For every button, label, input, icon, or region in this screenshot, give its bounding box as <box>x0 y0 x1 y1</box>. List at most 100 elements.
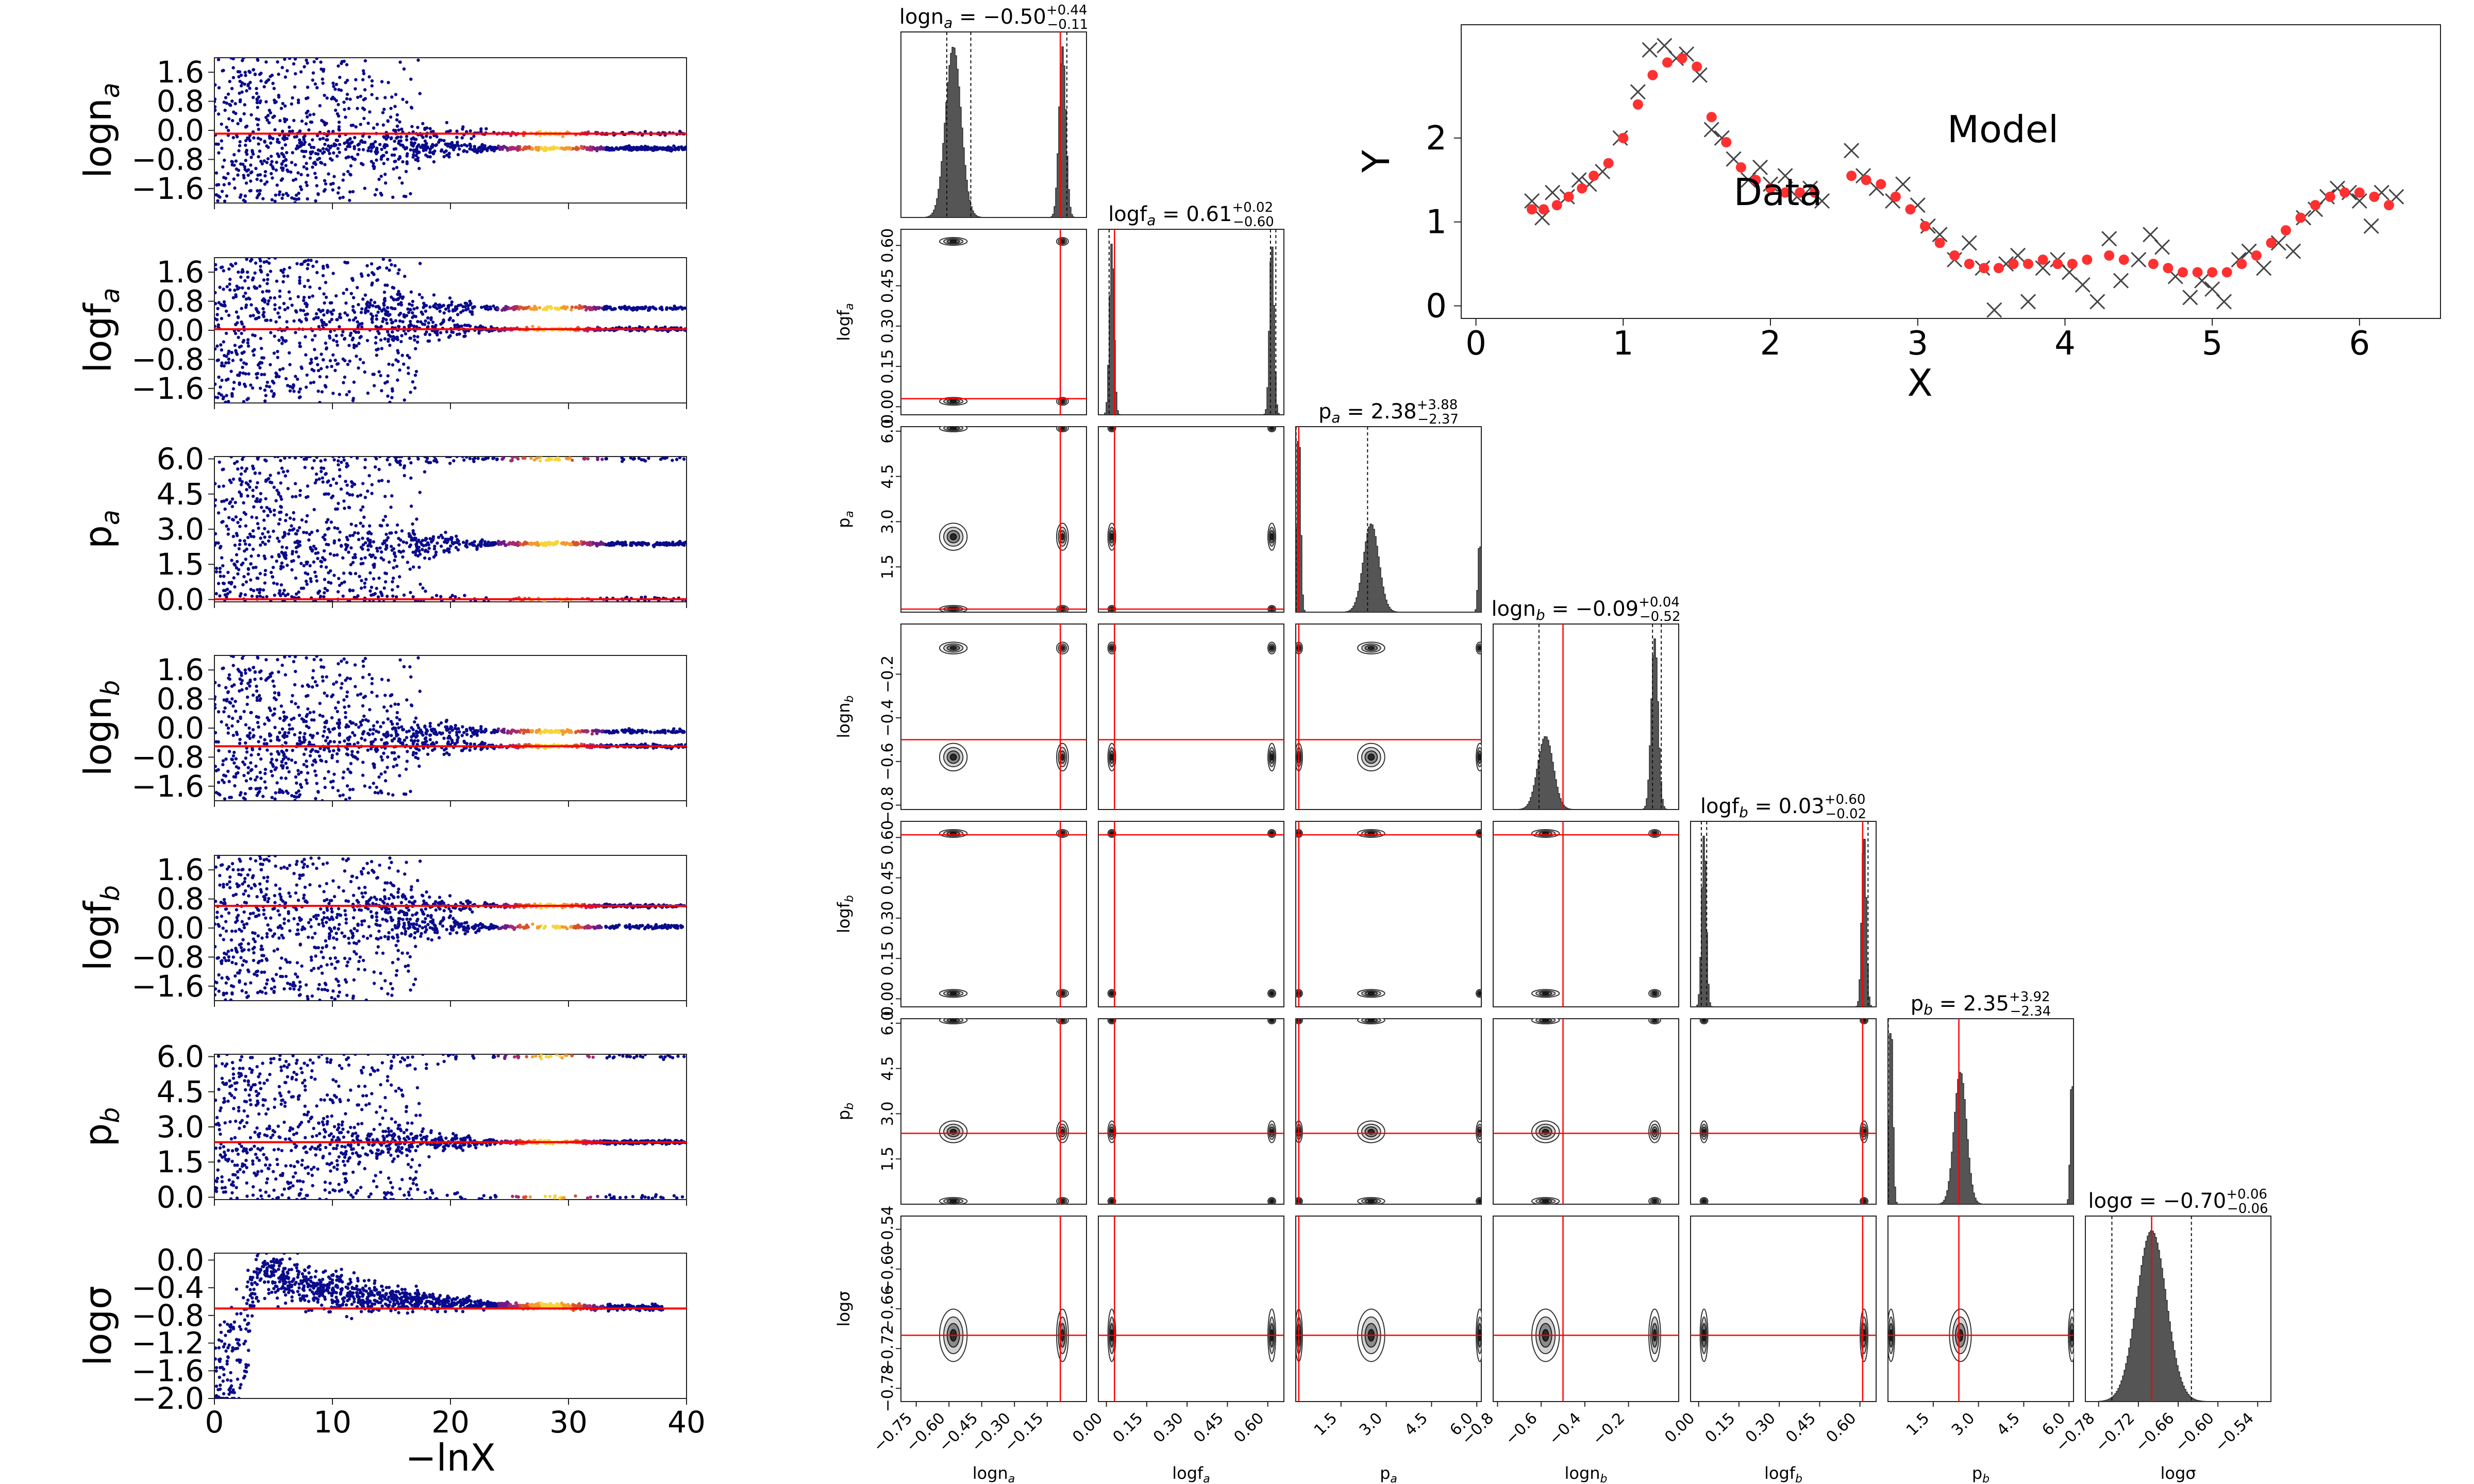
trace-sample-point <box>222 395 226 399</box>
trace-sample-point <box>281 137 285 140</box>
trace-sample-point <box>293 201 297 203</box>
trace-sample-point <box>643 130 647 133</box>
trace-sample-point <box>267 258 271 260</box>
trace-sample-point <box>258 284 262 288</box>
trace-sample-point <box>323 586 327 591</box>
trace-sample-point <box>338 312 342 316</box>
data-point-stroke <box>2351 193 2367 209</box>
trace-sample-point <box>389 545 393 548</box>
trace-sample-point <box>260 347 263 350</box>
trace-sample-point <box>344 81 347 85</box>
trace-sample-point <box>315 133 320 138</box>
trace-sample-point <box>220 146 224 150</box>
trace-sample-point <box>389 505 393 509</box>
data-point-stroke <box>1814 193 1830 209</box>
trace-sample-point <box>246 173 250 177</box>
trace-sample-point <box>256 481 259 485</box>
trace-sample-point <box>238 70 242 74</box>
trace-sample-point <box>348 534 352 537</box>
trace-sample-point <box>347 142 351 146</box>
trace-sample-point <box>406 366 410 369</box>
trace-sample-point <box>263 140 266 144</box>
trace-sample-point <box>375 694 379 698</box>
trace-sample-point <box>296 705 300 709</box>
trace-sample-point <box>353 310 357 314</box>
trace-sample-point <box>245 702 249 706</box>
trace-sample-point <box>517 147 521 151</box>
trace-sample-point <box>259 777 263 780</box>
trace-sample-point <box>396 585 399 588</box>
trace-ytick-label: 1.5 <box>157 547 204 582</box>
trace-sample-point <box>354 316 357 320</box>
trace-sample-point <box>285 546 289 550</box>
trace-sample-point <box>222 269 225 273</box>
trace-sample-point <box>304 353 308 357</box>
trace-sample-point <box>410 303 414 307</box>
trace-sample-point <box>351 588 355 593</box>
trace-sample-point <box>402 549 405 553</box>
trace-sample-point <box>248 532 252 536</box>
trace-sample-point <box>409 591 412 595</box>
trace-sample-point <box>327 492 330 496</box>
trace-sample-point <box>380 309 383 313</box>
trace-sample-point <box>225 285 229 289</box>
trace-sample-point <box>262 518 266 522</box>
trace-sample-point <box>275 488 279 492</box>
trace-sample-point <box>376 791 380 795</box>
trace-sample-point <box>302 309 306 312</box>
trace-sample-point <box>538 457 541 459</box>
trace-sample-point <box>299 562 303 565</box>
trace-sample-point <box>321 151 325 155</box>
trace-sample-point <box>288 58 292 60</box>
trace-sample-point <box>405 314 409 317</box>
model-point <box>2148 259 2159 269</box>
trace-sample-point <box>364 578 368 581</box>
trace-sample-point <box>398 718 402 721</box>
trace-sample-point <box>304 720 308 723</box>
trace-sample-point <box>276 311 280 315</box>
trace-sample-point <box>459 303 463 307</box>
trace-sample-point <box>300 262 304 266</box>
trace-sample-point <box>282 711 286 714</box>
trace-sample-point <box>296 100 300 105</box>
trace-sample-point <box>388 344 392 347</box>
trace-sample-point <box>421 538 425 543</box>
trace-ytick-label: −1.6 <box>131 371 204 406</box>
trace-ylabel: logna <box>76 82 125 178</box>
trace-sample-point <box>432 305 436 308</box>
trace-sample-point <box>345 92 349 96</box>
trace-sample-point <box>262 373 266 376</box>
trace-sample-point <box>267 121 271 125</box>
trace-sample-point <box>338 726 341 730</box>
trace-sample-point <box>323 537 327 542</box>
trace-sample-point <box>325 138 328 142</box>
trace-sample-point <box>230 724 234 728</box>
trace-sample-point <box>332 541 336 545</box>
trace-sample-point <box>216 710 221 714</box>
trace-sample-point <box>344 147 347 151</box>
trace-sample-point <box>271 137 275 141</box>
trace-sample-point <box>340 333 344 337</box>
trace-sample-point <box>521 543 525 547</box>
trace-sample-point <box>456 143 459 146</box>
trace-sample-point <box>465 545 469 549</box>
trace-sample-point <box>345 63 349 66</box>
trace-sample-point <box>238 538 242 543</box>
trace-sample-point <box>676 146 680 150</box>
trace-sample-point <box>450 541 454 545</box>
trace-sample-point <box>265 748 269 752</box>
trace-sample-point <box>286 274 290 278</box>
trace-sample-point <box>481 147 485 150</box>
trace-sample-point <box>401 320 405 324</box>
trace-sample-point <box>336 147 340 150</box>
trace-sample-point <box>415 306 419 310</box>
trace-sample-point <box>338 393 341 396</box>
trace-sample-point <box>540 147 544 151</box>
trace-sample-point <box>321 535 325 539</box>
trace-sample-point <box>387 480 390 483</box>
trace-sample-point <box>321 480 325 484</box>
trace-sample-point <box>400 181 404 185</box>
trace-sample-point <box>241 59 244 62</box>
trace-sample-point <box>263 569 268 572</box>
trace-sample-point <box>313 348 316 351</box>
